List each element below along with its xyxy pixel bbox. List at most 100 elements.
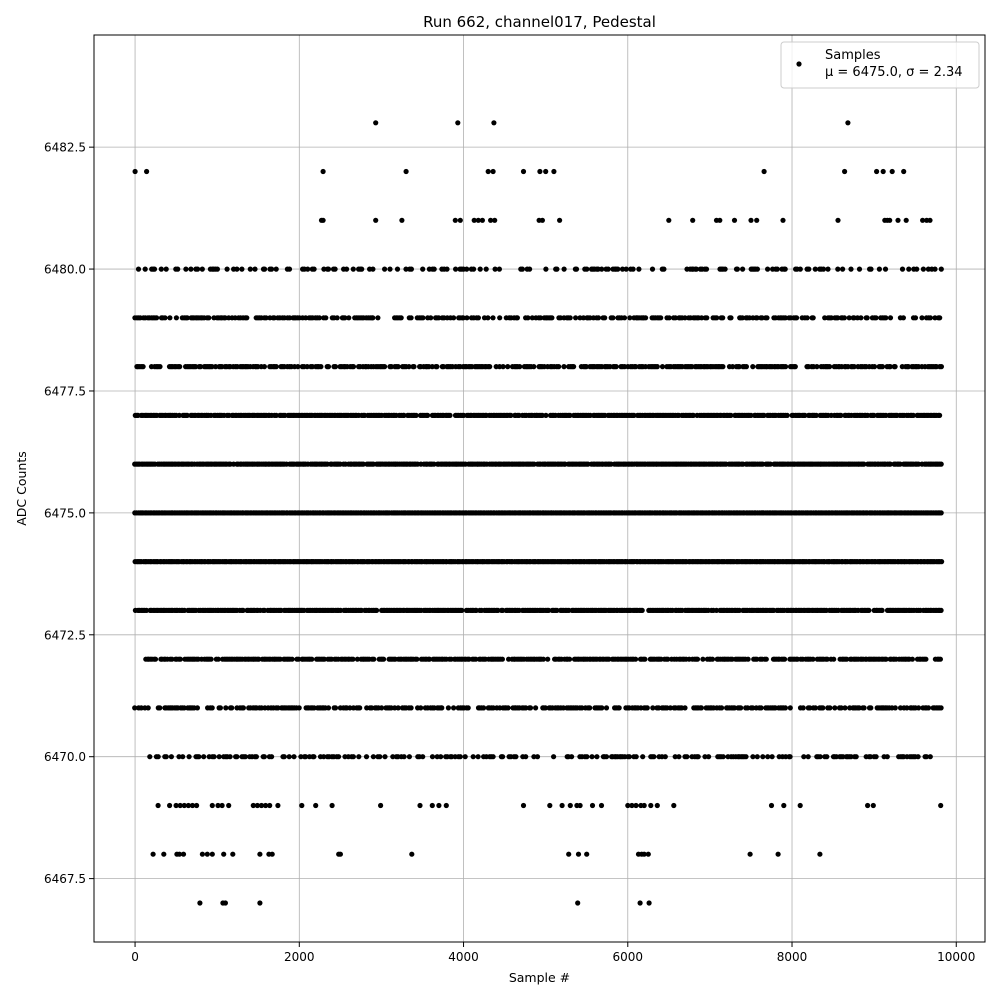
data-point — [728, 315, 734, 321]
data-point — [938, 266, 944, 272]
data-point — [479, 217, 485, 223]
data-point — [374, 607, 380, 614]
data-point — [650, 705, 656, 711]
data-point — [543, 266, 549, 272]
data-point — [810, 315, 816, 321]
data-point — [356, 754, 362, 760]
data-point — [633, 364, 639, 370]
data-point — [428, 315, 434, 321]
data-point — [599, 705, 605, 711]
data-point — [810, 656, 816, 662]
data-point — [451, 705, 457, 711]
data-point — [566, 851, 572, 857]
data-point — [167, 315, 173, 321]
data-point — [914, 266, 920, 272]
data-point — [643, 315, 649, 321]
data-point — [787, 705, 793, 711]
data-point — [403, 168, 409, 175]
data-point — [275, 802, 281, 809]
data-point — [142, 266, 148, 272]
data-point — [417, 802, 423, 809]
data-point — [323, 315, 329, 321]
data-point — [900, 315, 907, 321]
data-point — [598, 802, 605, 809]
data-point — [938, 364, 945, 370]
data-point — [434, 364, 440, 370]
data-point — [887, 217, 893, 223]
data-point — [514, 315, 521, 321]
data-point — [418, 705, 424, 711]
data-point — [436, 315, 442, 321]
data-point — [920, 217, 926, 223]
data-point — [132, 168, 138, 175]
data-point — [740, 266, 746, 272]
data-point — [240, 607, 246, 614]
data-point — [420, 754, 426, 760]
data-point — [465, 705, 471, 711]
data-point — [923, 656, 929, 662]
data-point — [761, 168, 767, 175]
data-point — [915, 754, 921, 760]
data-point — [827, 705, 833, 711]
data-point — [311, 705, 317, 711]
data-point — [169, 656, 175, 662]
data-point — [867, 754, 874, 760]
data-point — [658, 315, 664, 321]
data-point — [204, 851, 210, 857]
data-point — [717, 217, 723, 223]
y-axis-label: ADC Counts — [14, 451, 29, 526]
data-point — [676, 754, 682, 760]
data-point — [884, 754, 890, 760]
data-point — [240, 705, 246, 711]
data-point — [904, 705, 910, 711]
data-point — [736, 364, 742, 370]
data-point — [695, 754, 701, 760]
data-point — [561, 364, 567, 370]
x-axis-label: Sample # — [509, 970, 570, 985]
legend-marker — [796, 61, 802, 67]
data-point — [154, 315, 160, 321]
data-point — [784, 412, 790, 418]
data-point — [305, 266, 311, 272]
data-point — [483, 266, 489, 272]
data-point — [320, 168, 326, 175]
data-point — [373, 217, 379, 223]
data-point — [748, 412, 754, 418]
data-point — [252, 266, 258, 272]
data-point — [639, 607, 645, 614]
data-point — [615, 266, 621, 272]
data-point — [739, 315, 746, 321]
data-point — [540, 656, 547, 662]
data-point — [155, 802, 161, 809]
data-point — [938, 802, 944, 809]
data-point — [473, 656, 479, 662]
data-point — [311, 754, 317, 760]
data-point — [901, 168, 907, 175]
data-point — [569, 754, 575, 760]
data-point — [475, 217, 481, 223]
data-point — [636, 266, 642, 272]
data-point — [814, 364, 820, 370]
data-point — [289, 656, 295, 662]
data-point — [851, 364, 857, 370]
data-point — [152, 656, 159, 662]
axis-ticks: 0 2000 4000 6000 8000 10000 6467.5 6470.0 6472.5… — [44, 141, 975, 964]
data-point — [831, 656, 837, 662]
data-point — [743, 364, 750, 370]
data-point — [500, 754, 506, 760]
data-point — [629, 802, 635, 809]
data-point — [263, 315, 269, 321]
y-tick-label: 6472.5 — [44, 628, 86, 642]
data-point — [401, 412, 407, 418]
data-point — [199, 266, 205, 272]
data-point — [846, 315, 852, 321]
data-point — [939, 559, 945, 565]
data-point — [698, 705, 705, 711]
data-point — [856, 705, 862, 711]
data-point — [253, 754, 259, 760]
data-point — [800, 705, 806, 711]
data-point — [889, 168, 895, 175]
data-point — [180, 851, 187, 857]
data-point — [375, 315, 381, 321]
data-point — [828, 315, 834, 321]
